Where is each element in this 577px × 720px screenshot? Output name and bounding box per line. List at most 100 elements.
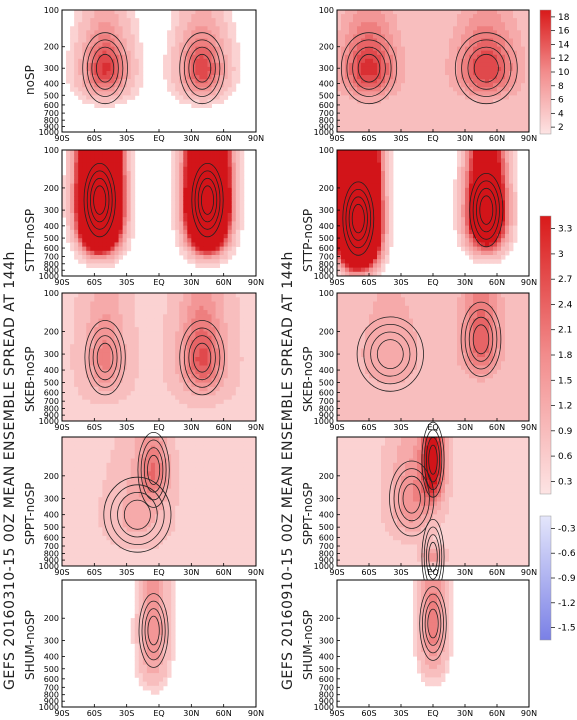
heat-cell — [102, 357, 107, 362]
heat-cell — [150, 344, 156, 349]
heat-cell — [235, 471, 241, 477]
heat-cell — [130, 327, 136, 332]
heat-cell — [199, 518, 204, 524]
heat-cell — [138, 643, 144, 649]
heat-cell — [114, 540, 119, 545]
heat-cell — [203, 361, 208, 366]
heat-cell — [70, 553, 75, 558]
heat-cell — [159, 523, 164, 528]
heat-cell — [82, 14, 87, 19]
heat-cell — [142, 609, 148, 615]
heat-cell — [78, 344, 83, 349]
heat-cell — [231, 293, 237, 298]
heat-cell — [86, 71, 91, 76]
heat-cell — [94, 18, 99, 23]
heat-cell — [94, 462, 99, 468]
heat-cell — [70, 391, 75, 396]
heat-cell — [231, 30, 237, 35]
heat-cell — [70, 369, 75, 375]
heat-cell — [167, 527, 172, 532]
heat-cell — [106, 395, 111, 401]
heat-cell — [122, 301, 128, 307]
heat-cell — [195, 62, 200, 68]
heat-cell — [94, 99, 99, 104]
heat-cell — [130, 445, 136, 451]
heat-cell — [130, 374, 136, 379]
heat-cell — [179, 403, 184, 409]
heat-cell — [183, 462, 188, 468]
heat-cell — [175, 71, 180, 76]
heat-cell — [171, 54, 176, 60]
heat-cell — [207, 369, 212, 375]
heat-cell — [150, 540, 156, 545]
heat-cell — [138, 664, 144, 670]
heat-cell — [102, 378, 107, 383]
heat-cell — [106, 382, 111, 388]
y-tick-label: 800 — [44, 260, 59, 269]
heat-cell — [110, 395, 115, 401]
heat-cell — [159, 297, 164, 302]
heat-cell — [154, 339, 160, 345]
heat-cell — [146, 651, 152, 657]
heat-cell — [110, 166, 115, 172]
heat-cell — [130, 22, 136, 27]
heat-cell — [219, 234, 225, 239]
heat-cell — [251, 441, 257, 446]
heat-cell — [86, 510, 91, 515]
heat-cell — [227, 54, 233, 60]
heat-cell — [110, 544, 115, 550]
heat-cell — [146, 588, 152, 594]
heat-cell — [167, 42, 172, 47]
heat-cell — [231, 523, 237, 528]
heat-cell — [167, 378, 172, 383]
heat-cell — [175, 523, 180, 528]
heat-cell — [191, 225, 196, 231]
heat-cell — [138, 335, 144, 341]
heat-cell — [82, 344, 87, 349]
heat-cell — [183, 339, 188, 345]
heat-cell — [175, 322, 180, 328]
heat-cell — [154, 437, 160, 442]
heat-cell — [195, 158, 200, 163]
heat-cell — [142, 618, 148, 623]
heat-cell — [247, 505, 253, 511]
heat-cell — [78, 335, 83, 341]
heat-cell — [142, 656, 148, 661]
heat-cell — [126, 480, 132, 485]
heat-cell — [215, 395, 221, 401]
heat-cell — [134, 416, 140, 422]
heat-cell — [130, 501, 136, 507]
heat-cell — [146, 480, 152, 485]
heat-cell — [134, 609, 140, 615]
heat-cell — [138, 54, 144, 60]
heat-cell — [199, 58, 204, 64]
heat-cell — [110, 484, 115, 489]
heat-cell — [163, 327, 168, 332]
heat-cell — [175, 374, 180, 379]
heat-cell — [207, 357, 212, 362]
heat-cell — [134, 91, 140, 96]
heat-cell — [94, 395, 99, 401]
heat-cell — [231, 327, 237, 332]
heat-cell — [167, 382, 172, 388]
heat-cell — [215, 403, 221, 409]
heat-cell — [235, 234, 241, 239]
heat-cell — [171, 183, 176, 189]
heat-cell — [227, 386, 233, 392]
heat-cell — [126, 204, 132, 210]
heat-cell — [195, 548, 200, 554]
heat-cell — [142, 677, 148, 682]
heat-cell — [102, 229, 107, 235]
heat-cell — [163, 643, 168, 649]
heat-cell — [154, 462, 160, 468]
heat-cell — [82, 501, 87, 507]
heat-cell — [62, 484, 67, 489]
heat-cell — [239, 557, 245, 563]
heat-cell — [70, 540, 75, 545]
heat-cell — [90, 501, 95, 507]
heat-cell — [70, 204, 75, 210]
heat-cell — [110, 535, 115, 541]
heat-cell — [159, 352, 164, 358]
y-tick-label: 400 — [44, 79, 59, 88]
heat-cell — [94, 357, 99, 362]
